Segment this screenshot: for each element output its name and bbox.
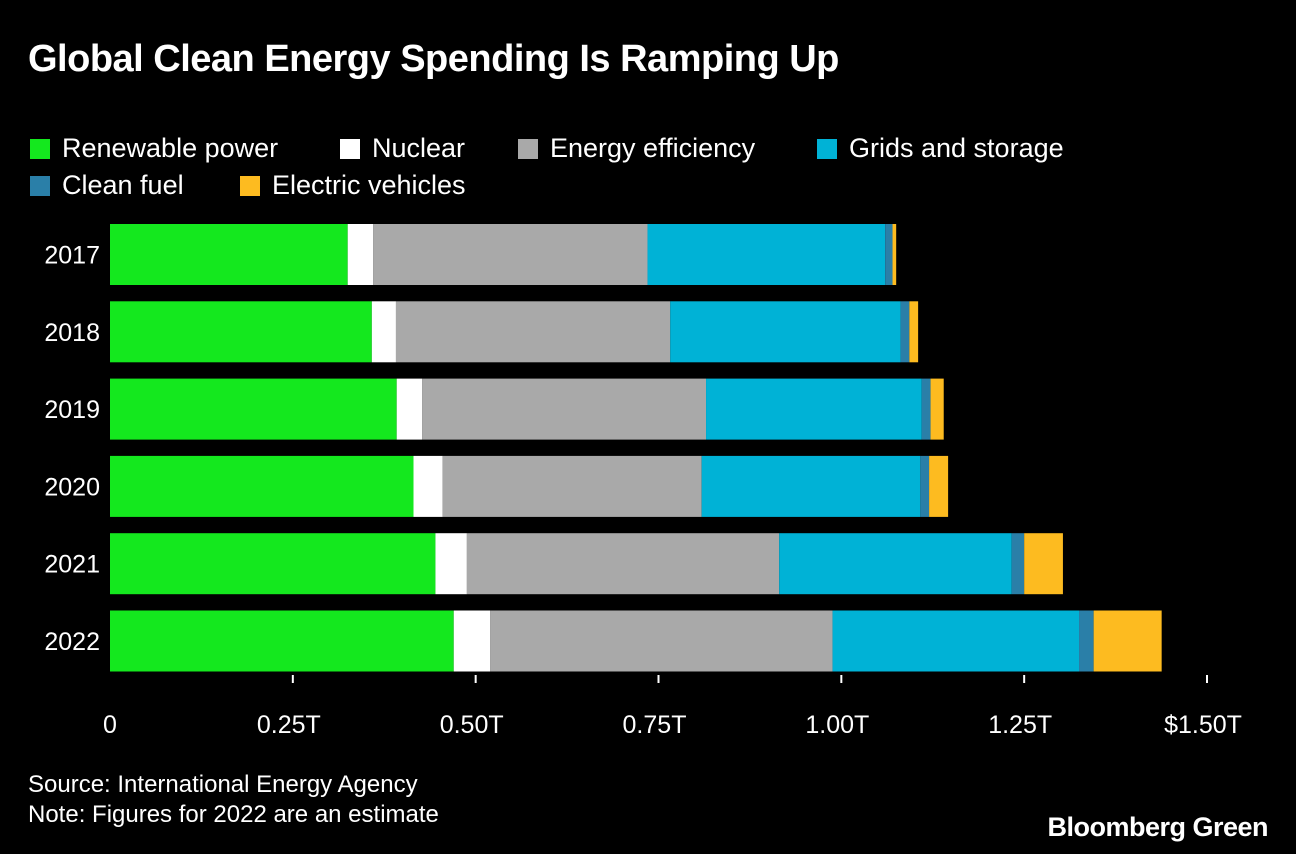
bar-2017-renewable-power [110, 224, 348, 285]
bar-2020-clean-fuel [920, 455, 930, 517]
legend-label-renewable-power: Renewable power [62, 133, 279, 163]
bar-2021-energy-efficiency [466, 533, 780, 595]
bar-2018-clean-fuel [900, 301, 910, 363]
bar-2017-electric-vehicles [892, 224, 897, 285]
bar-2021-clean-fuel [1011, 533, 1025, 595]
bar-2019-energy-efficiency [422, 378, 707, 440]
bar-2020-energy-efficiency [442, 455, 702, 517]
y-tick-label-2017: 2017 [44, 242, 100, 270]
bar-2022-electric-vehicles [1093, 610, 1162, 672]
legend-label-electric-vehicles: Electric vehicles [272, 170, 466, 200]
y-tick-label-2018: 2018 [44, 319, 100, 347]
legend-swatch-renewable-power [30, 138, 50, 159]
bar-2020-renewable-power [110, 455, 414, 517]
source-note: Source: International Energy Agency [28, 771, 418, 798]
bar-2018-grids-and-storage [670, 301, 901, 363]
legend-label-grids-and-storage: Grids and storage [849, 133, 1064, 163]
x-tick-label-0: 0 [103, 711, 117, 739]
bar-2018-renewable-power [110, 301, 372, 363]
x-tick-label-2: 0.50T [440, 711, 504, 739]
x-tick-label-3: 0.75T [623, 711, 687, 739]
bar-2018-electric-vehicles [909, 301, 919, 363]
legend-swatch-nuclear [340, 138, 360, 159]
y-tick-label-2020: 2020 [44, 473, 100, 501]
legend-item-electric-vehicles: Electric vehicles [240, 170, 466, 201]
bar-2021-electric-vehicles [1024, 533, 1063, 595]
legend-swatch-grids-and-storage [817, 138, 837, 159]
bar-2022-renewable-power [110, 610, 454, 672]
legend: Renewable power Nuclear Energy efficienc… [30, 130, 1230, 204]
bar-2017-nuclear [347, 224, 374, 285]
legend-label-clean-fuel: Clean fuel [62, 170, 184, 200]
legend-swatch-clean-fuel [30, 175, 50, 196]
bar-2017-clean-fuel [885, 224, 893, 285]
bar-2019-grids-and-storage [706, 378, 922, 440]
x-tick-label-1: 0.25T [257, 711, 321, 739]
y-tick-label-2021: 2021 [44, 551, 100, 579]
x-tick-label-5: 1.25T [988, 711, 1052, 739]
bar-2022-nuclear [453, 610, 491, 672]
bar-2021-grids-and-storage [779, 533, 1012, 595]
x-tick-label-4: 1.00T [805, 711, 869, 739]
legend-row-2: Clean fuel Electric vehicles [30, 167, 1230, 204]
legend-item-nuclear: Nuclear [340, 133, 518, 164]
y-tick-label-2019: 2019 [44, 396, 100, 424]
legend-swatch-energy-efficiency [518, 138, 538, 159]
bar-2021-renewable-power [110, 533, 436, 595]
bar-2019-electric-vehicles [930, 378, 944, 440]
chart-title: Global Clean Energy Spending Is Ramping … [28, 38, 839, 80]
brand-logo: Bloomberg Green [1047, 812, 1268, 842]
legend-item-energy-efficiency: Energy efficiency [518, 133, 817, 164]
bar-2020-nuclear [413, 455, 443, 517]
legend-swatch-electric-vehicles [240, 175, 260, 196]
bar-2022-clean-fuel [1079, 610, 1094, 672]
bar-2021-nuclear [435, 533, 467, 595]
y-tick-label-2022: 2022 [44, 628, 100, 656]
legend-item-grids-and-storage: Grids and storage [817, 133, 1064, 164]
bar-2019-clean-fuel [921, 378, 931, 440]
bar-2018-nuclear [371, 301, 396, 363]
legend-label-energy-efficiency: Energy efficiency [550, 133, 756, 163]
bar-2020-electric-vehicles [929, 455, 949, 517]
legend-label-nuclear: Nuclear [372, 133, 466, 163]
legend-item-clean-fuel: Clean fuel [30, 170, 240, 201]
estimate-note: Note: Figures for 2022 are an estimate [28, 801, 439, 828]
bar-2018-energy-efficiency [395, 301, 671, 363]
legend-item-renewable-power: Renewable power [30, 133, 340, 164]
bar-2017-energy-efficiency [373, 224, 648, 285]
bar-2017-grids-and-storage [647, 224, 886, 285]
bar-2020-grids-and-storage [701, 455, 921, 517]
bar-2019-renewable-power [110, 378, 397, 440]
bar-2022-grids-and-storage [832, 610, 1080, 672]
x-tick-label-6: $1.50T [1164, 711, 1242, 739]
bar-2022-energy-efficiency [490, 610, 833, 672]
bar-2019-nuclear [396, 378, 423, 440]
legend-row-1: Renewable power Nuclear Energy efficienc… [30, 130, 1230, 167]
